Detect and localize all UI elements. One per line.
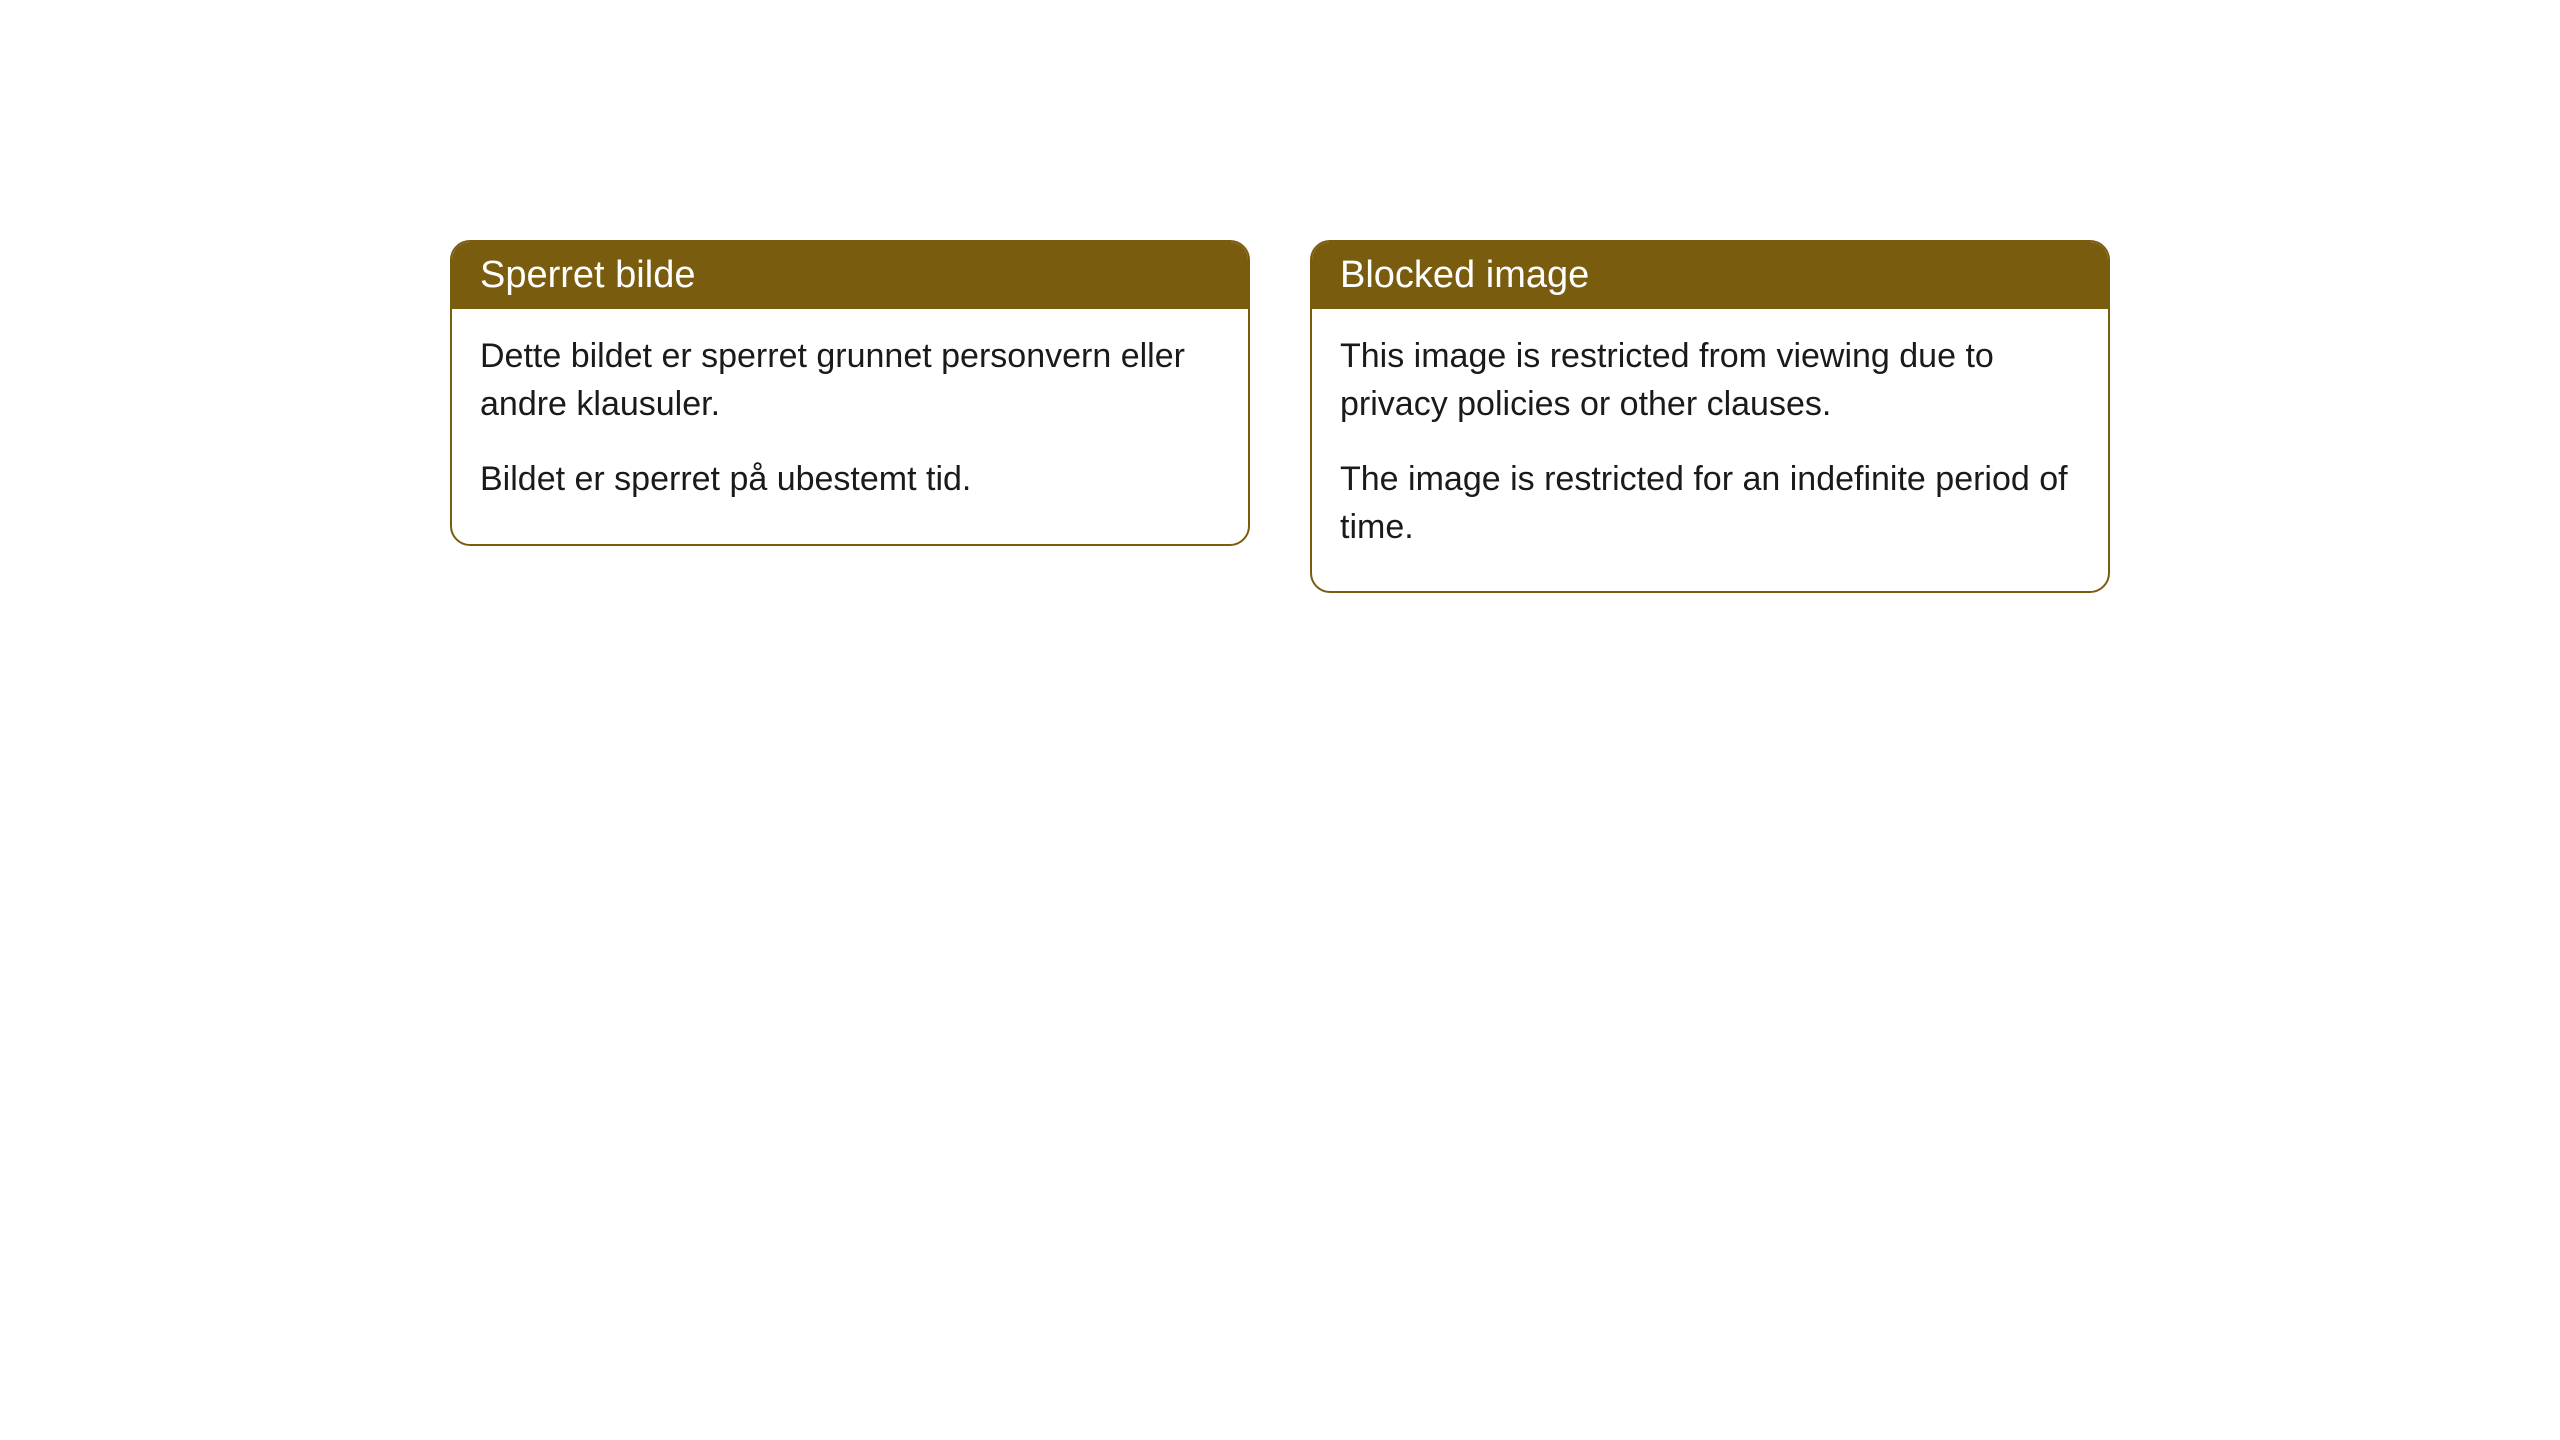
card-body: Dette bildet er sperret grunnet personve… [452,309,1248,544]
notice-text-line-1: This image is restricted from viewing du… [1340,333,2080,428]
notice-card-english: Blocked image This image is restricted f… [1310,240,2110,593]
notice-container: Sperret bilde Dette bildet er sperret gr… [450,240,2110,1440]
notice-text-line-2: The image is restricted for an indefinit… [1340,456,2080,551]
card-title: Sperret bilde [452,242,1248,309]
notice-text-line-2: Bildet er sperret på ubestemt tid. [480,456,1220,504]
notice-card-norwegian: Sperret bilde Dette bildet er sperret gr… [450,240,1250,546]
notice-text-line-1: Dette bildet er sperret grunnet personve… [480,333,1220,428]
card-body: This image is restricted from viewing du… [1312,309,2108,591]
card-title: Blocked image [1312,242,2108,309]
